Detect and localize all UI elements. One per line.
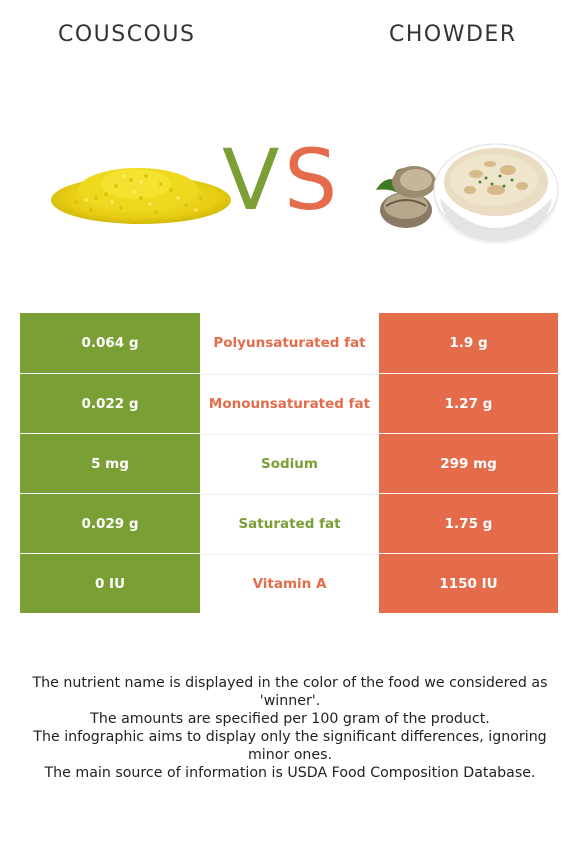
table-row: 0 IU Vitamin A 1150 IU — [20, 553, 558, 613]
nutrient-name: Vitamin A — [200, 554, 379, 613]
nutrient-name: Sodium — [200, 434, 379, 493]
chowder-value: 1.27 g — [379, 374, 558, 433]
chowder-value: 1.9 g — [379, 313, 558, 373]
food-title-chowder: CHOWDER — [389, 22, 517, 47]
vs-label: V S — [222, 138, 352, 238]
couscous-value: 0.064 g — [20, 313, 200, 373]
couscous-value: 0.022 g — [20, 374, 200, 433]
table-row: 0.022 g Monounsaturated fat 1.27 g — [20, 373, 558, 433]
footnote: The main source of information is USDA F… — [44, 765, 536, 781]
table-row: 5 mg Sodium 299 mg — [20, 433, 558, 493]
nutrient-name: Polyunsaturated fat — [200, 313, 379, 373]
footnote: The amounts are specified per 100 gram o… — [90, 711, 490, 727]
nutrient-name: Monounsaturated fat — [200, 374, 379, 433]
table-row: 0.029 g Saturated fat 1.75 g — [20, 493, 558, 553]
couscous-image — [51, 168, 231, 224]
footnotes: The nutrient name is displayed in the co… — [20, 674, 560, 782]
vs-letter-v: V — [222, 131, 280, 229]
table-row: 0.064 g Polyunsaturated fat 1.9 g — [20, 313, 558, 373]
chowder-value: 299 mg — [379, 434, 558, 493]
footnote: The nutrient name is displayed in the co… — [32, 675, 548, 709]
comparison-table: 0.064 g Polyunsaturated fat 1.9 g 0.022 … — [20, 313, 558, 613]
nutrient-name: Saturated fat — [200, 494, 379, 553]
food-title-couscous: COUSCOUS — [58, 22, 196, 47]
chowder-value: 1.75 g — [379, 494, 558, 553]
chowder-image — [376, 143, 559, 244]
couscous-value: 0 IU — [20, 554, 200, 613]
vs-letter-s: S — [284, 131, 338, 229]
footnote: The infographic aims to display only the… — [33, 729, 547, 763]
couscous-value: 5 mg — [20, 434, 200, 493]
chowder-value: 1150 IU — [379, 554, 558, 613]
couscous-value: 0.029 g — [20, 494, 200, 553]
